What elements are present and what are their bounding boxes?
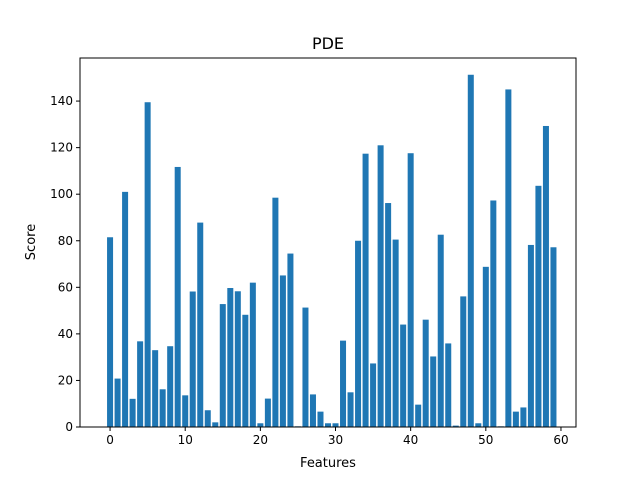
- bar: [317, 411, 324, 427]
- bar: [279, 275, 286, 427]
- x-tick-label: 20: [253, 433, 268, 447]
- y-axis-label: Score: [24, 224, 39, 260]
- bar: [234, 291, 241, 427]
- x-tick-label: 10: [178, 433, 193, 447]
- x-axis-ticks: 0 10 20 30 40 50 60: [106, 427, 569, 447]
- bar: [107, 237, 114, 427]
- bar: [370, 363, 377, 427]
- bar: [505, 89, 512, 428]
- bar: [137, 341, 144, 427]
- bar: [144, 102, 151, 428]
- bar: [227, 288, 234, 427]
- bar: [460, 296, 467, 427]
- bar: [475, 423, 482, 427]
- bar: [542, 125, 549, 428]
- bar: [377, 145, 384, 427]
- bar: [467, 74, 474, 427]
- bar: [422, 319, 429, 427]
- bar: [212, 422, 219, 427]
- x-tick-label: 50: [478, 433, 493, 447]
- chart-title: PDE: [312, 34, 344, 53]
- bar: [197, 222, 204, 427]
- bar: [167, 346, 174, 427]
- y-tick-label: 60: [58, 280, 73, 294]
- y-tick-label: 140: [50, 94, 73, 108]
- bar: [159, 389, 166, 427]
- x-tick-label: 60: [553, 433, 568, 447]
- x-tick-label: 30: [328, 433, 343, 447]
- bars-group: [107, 74, 557, 428]
- y-tick-label: 0: [65, 420, 73, 434]
- bar: [264, 398, 271, 427]
- bar: [355, 240, 362, 427]
- bar: [287, 253, 294, 427]
- y-tick-label: 40: [58, 327, 73, 341]
- x-tick-label: 40: [403, 433, 418, 447]
- bar: [219, 304, 226, 427]
- bar: [129, 398, 136, 427]
- plot-frame: [79, 57, 577, 428]
- bar: [189, 291, 196, 427]
- bar: [512, 411, 519, 427]
- y-axis-ticks: 0 20 40 60 80 100 120 140: [50, 94, 80, 434]
- bar: [415, 404, 422, 427]
- bar: [385, 203, 392, 427]
- bar: [309, 394, 316, 427]
- bar: [430, 356, 437, 427]
- bar: [257, 423, 264, 427]
- bar: [174, 166, 181, 427]
- bar: [445, 343, 452, 427]
- y-tick-label: 20: [58, 373, 73, 387]
- bar: [482, 266, 489, 427]
- y-tick-label: 100: [50, 187, 73, 201]
- bar: [535, 185, 542, 427]
- bar: [249, 282, 256, 427]
- bar: [324, 423, 332, 427]
- y-tick-label: 120: [50, 141, 73, 155]
- bar: [527, 244, 534, 427]
- bar: [400, 324, 407, 427]
- bar: [122, 191, 129, 427]
- bar: [407, 153, 414, 427]
- bar: [437, 234, 444, 427]
- bar: [204, 410, 211, 427]
- bar: [272, 197, 279, 427]
- bar: [550, 247, 557, 427]
- bar: [182, 395, 189, 427]
- bar: [362, 153, 369, 428]
- y-tick-label: 80: [58, 234, 73, 248]
- bar: [242, 314, 249, 427]
- bar: [452, 425, 459, 427]
- bar: [114, 378, 121, 427]
- bar: [302, 307, 309, 427]
- bar: [520, 407, 527, 427]
- bar: [347, 392, 354, 427]
- bar: [152, 350, 159, 427]
- bar: [490, 200, 497, 427]
- x-tick-label: 0: [106, 433, 114, 447]
- bar: [332, 423, 339, 427]
- x-axis-label: Features: [300, 456, 356, 471]
- bar: [340, 340, 347, 427]
- bar: [392, 239, 399, 427]
